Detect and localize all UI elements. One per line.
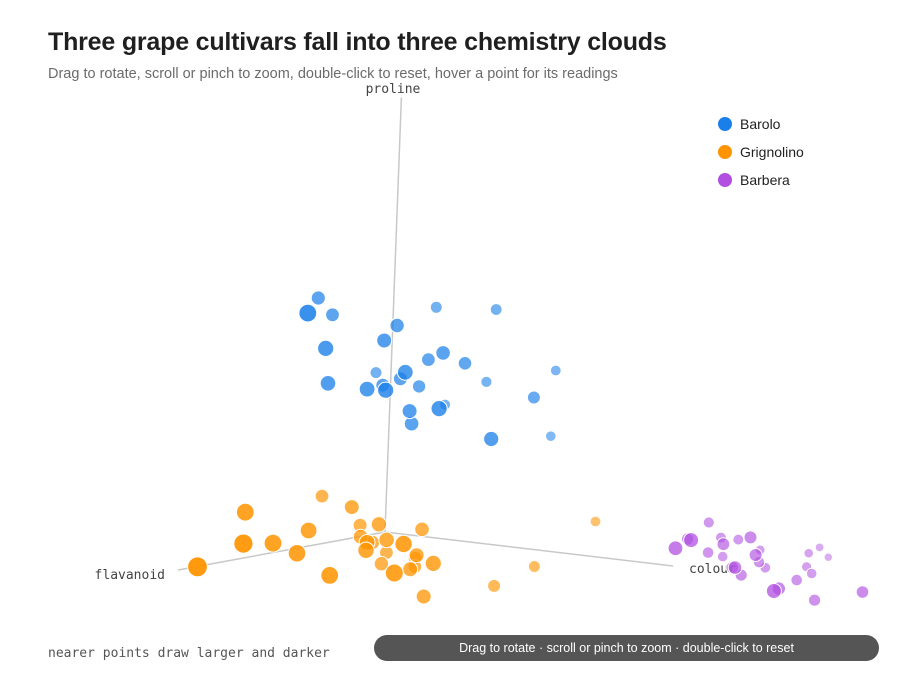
legend-swatch: [718, 145, 732, 159]
interaction-hint-bar: Drag to rotate · scroll or pinch to zoom…: [374, 635, 879, 661]
data-point-barbera[interactable]: [765, 583, 782, 599]
data-point-barolo[interactable]: [376, 332, 393, 349]
data-point-grignolino[interactable]: [357, 541, 375, 559]
data-point-barolo[interactable]: [358, 380, 376, 398]
legend-item-barbera[interactable]: Barbera: [718, 166, 804, 194]
data-point-barbera[interactable]: [716, 537, 731, 552]
data-point-grignolino[interactable]: [187, 556, 208, 578]
axis-label-proline: proline: [366, 82, 421, 97]
data-point-grignolino[interactable]: [235, 502, 255, 522]
data-point-barbera[interactable]: [805, 567, 818, 580]
data-point-barbera[interactable]: [748, 548, 763, 562]
data-point-grignolino[interactable]: [263, 533, 283, 553]
data-point-barbera[interactable]: [727, 560, 743, 575]
data-point-barolo[interactable]: [489, 303, 503, 316]
axis-colour: [384, 531, 674, 567]
data-point-barolo[interactable]: [457, 356, 473, 371]
data-point-grignolino[interactable]: [527, 560, 541, 573]
data-point-barbera[interactable]: [790, 573, 804, 587]
data-point-grignolino[interactable]: [370, 516, 388, 533]
data-point-barolo[interactable]: [401, 403, 418, 420]
data-point-barolo[interactable]: [319, 375, 337, 392]
data-points[interactable]: [187, 290, 870, 607]
data-point-grignolino[interactable]: [487, 578, 502, 593]
legend-label: Barbera: [740, 172, 790, 188]
data-point-barolo[interactable]: [325, 307, 340, 323]
chart-subtitle: Drag to rotate, scroll or pinch to zoom,…: [48, 66, 618, 82]
data-point-barolo[interactable]: [389, 317, 405, 334]
data-point-grignolino[interactable]: [414, 521, 430, 538]
axis-proline: [384, 97, 403, 533]
data-point-grignolino[interactable]: [415, 588, 432, 605]
data-point-grignolino[interactable]: [287, 544, 307, 563]
data-point-barolo[interactable]: [483, 430, 500, 448]
legend: Barolo Grignolino Barbera: [718, 110, 804, 194]
data-point-grignolino[interactable]: [408, 547, 425, 564]
data-point-barbera[interactable]: [702, 516, 715, 529]
data-point-barbera[interactable]: [808, 593, 822, 607]
data-point-barbera[interactable]: [855, 585, 870, 599]
axis-label-flavanoid: flavanoid: [95, 568, 165, 583]
interaction-hint-text: Drag to rotate · scroll or pinch to zoom…: [459, 641, 794, 655]
legend-swatch: [718, 173, 732, 187]
data-point-barolo[interactable]: [421, 352, 436, 368]
axis-flavanoid: [177, 531, 386, 571]
chart-title: Three grape cultivars fall into three ch…: [48, 28, 667, 56]
data-point-grignolino[interactable]: [589, 515, 602, 528]
legend-label: Grignolino: [740, 144, 804, 160]
legend-item-grignolino[interactable]: Grignolino: [718, 138, 804, 166]
data-point-grignolino[interactable]: [394, 534, 413, 554]
legend-swatch: [718, 117, 732, 131]
data-point-barbera[interactable]: [667, 540, 684, 557]
data-point-barolo[interactable]: [526, 390, 541, 405]
data-point-barolo[interactable]: [435, 345, 451, 361]
data-point-barbera[interactable]: [716, 550, 729, 563]
data-point-barolo[interactable]: [411, 379, 427, 394]
data-point-barolo[interactable]: [317, 339, 335, 357]
data-point-barolo[interactable]: [549, 364, 562, 377]
data-point-barbera[interactable]: [803, 547, 815, 559]
data-point-grignolino[interactable]: [320, 566, 340, 585]
data-point-barolo[interactable]: [298, 303, 318, 323]
data-point-grignolino[interactable]: [343, 499, 360, 516]
data-point-barolo[interactable]: [396, 363, 414, 381]
axes: proline flavanoid colour: [95, 82, 737, 583]
data-point-grignolino[interactable]: [424, 554, 442, 573]
data-point-barolo[interactable]: [480, 375, 493, 388]
data-point-barolo[interactable]: [545, 430, 557, 443]
legend-label: Barolo: [740, 116, 781, 132]
data-point-grignolino[interactable]: [384, 563, 404, 583]
data-point-barolo[interactable]: [377, 381, 395, 399]
axis-label-colour: colour: [689, 562, 736, 577]
depth-footnote: nearer points draw larger and darker: [48, 646, 330, 661]
data-point-grignolino[interactable]: [299, 521, 318, 540]
data-point-grignolino[interactable]: [314, 488, 330, 504]
data-point-barbera[interactable]: [732, 533, 745, 546]
data-point-grignolino[interactable]: [378, 531, 395, 549]
data-point-barolo[interactable]: [369, 366, 383, 380]
data-point-barolo[interactable]: [310, 290, 326, 306]
data-point-grignolino[interactable]: [402, 561, 419, 578]
data-point-grignolino[interactable]: [373, 556, 390, 572]
data-point-barolo[interactable]: [430, 400, 448, 418]
data-point-barolo[interactable]: [429, 300, 443, 314]
data-point-barbera[interactable]: [743, 530, 758, 545]
legend-item-barolo[interactable]: Barolo: [718, 110, 804, 138]
data-point-barbera[interactable]: [683, 532, 700, 549]
data-point-barbera[interactable]: [814, 542, 825, 553]
data-point-barbera[interactable]: [701, 546, 715, 559]
data-point-grignolino[interactable]: [233, 533, 254, 554]
data-point-barbera[interactable]: [823, 552, 833, 562]
